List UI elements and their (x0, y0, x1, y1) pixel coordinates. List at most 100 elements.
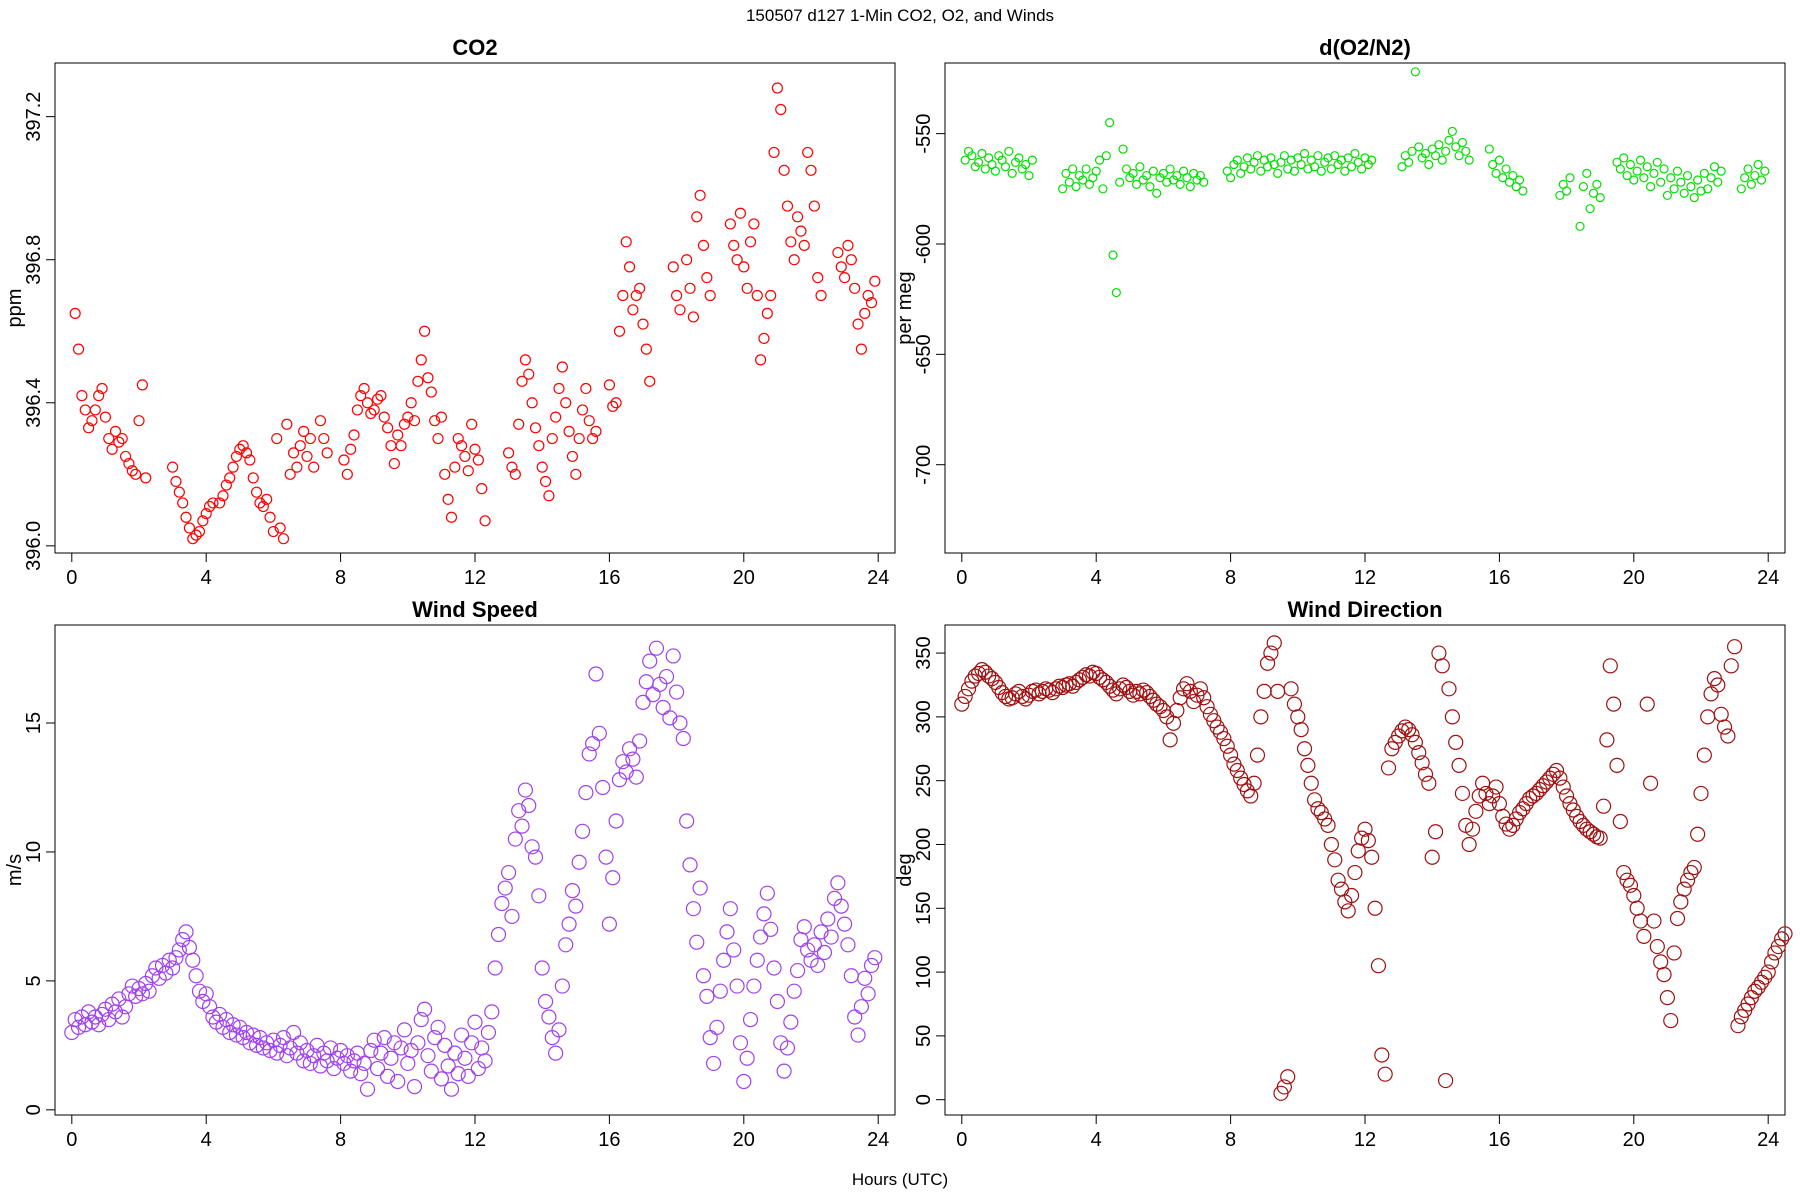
data-point (363, 1042, 379, 1059)
y-tick-label: 15 (23, 712, 45, 734)
data-point (845, 254, 857, 266)
data-point (1061, 168, 1071, 178)
data-point (225, 1017, 241, 1033)
x-tick-label: 8 (1225, 1129, 1236, 1151)
data-point (644, 375, 656, 387)
data-point (1444, 709, 1460, 725)
data-point (1357, 821, 1373, 837)
x-tick-label: 0 (956, 567, 967, 589)
data-point (1447, 126, 1457, 137)
data-point (628, 769, 644, 785)
data-point (1216, 730, 1232, 747)
data-point (1323, 836, 1340, 853)
data-point (1720, 728, 1736, 744)
data-point (566, 450, 579, 463)
data-point (267, 525, 279, 538)
data-point (469, 443, 481, 455)
data-point (1420, 148, 1431, 159)
data-point (1656, 177, 1666, 187)
data-point (450, 1066, 466, 1082)
data-point (415, 354, 427, 366)
data-point (729, 978, 745, 994)
data-point (791, 211, 804, 223)
data-point (1367, 155, 1377, 165)
data-point (551, 1022, 567, 1038)
y-tick-label: 300 (913, 700, 935, 733)
data-point (1330, 872, 1346, 888)
data-point (618, 764, 634, 780)
data-point (410, 1035, 426, 1051)
data-point (284, 468, 296, 480)
data-point (480, 1024, 497, 1041)
data-point (1595, 193, 1605, 203)
data-point (1756, 175, 1767, 185)
data-point (617, 289, 629, 302)
data-point (1286, 696, 1303, 712)
x-tick-label: 16 (1488, 1129, 1510, 1151)
data-point (957, 688, 973, 705)
data-point (1753, 159, 1763, 170)
data-point (341, 468, 353, 480)
data-point (1370, 958, 1387, 974)
data-point (279, 1048, 295, 1064)
data-point (1602, 658, 1618, 674)
data-point (1558, 788, 1575, 804)
data-point (422, 372, 434, 384)
data-point (534, 960, 550, 976)
data-point (382, 422, 394, 434)
data-point (1723, 658, 1739, 674)
data-point (1014, 688, 1030, 705)
data-point (1253, 709, 1269, 725)
data-point (1609, 757, 1625, 773)
data-point (682, 857, 698, 873)
data-point (1209, 719, 1225, 735)
data-point (726, 942, 742, 958)
data-point (109, 425, 122, 437)
data-point (1619, 872, 1635, 888)
data-point (1679, 188, 1689, 198)
data-point (1464, 155, 1474, 165)
data-point (406, 1079, 423, 1095)
data-point (731, 254, 743, 266)
data-point (1061, 676, 1077, 692)
data-point (1310, 801, 1326, 817)
data-point (546, 432, 558, 445)
data-point (368, 404, 380, 416)
data-point (695, 968, 712, 984)
data-point (991, 679, 1007, 696)
data-point (1350, 148, 1360, 159)
data-point (645, 687, 661, 703)
data-point (183, 522, 195, 534)
data-point (395, 440, 407, 452)
data-point (1421, 775, 1437, 791)
data-point (625, 751, 641, 767)
data-point (136, 379, 148, 391)
data-point (516, 375, 528, 387)
data-point (1464, 821, 1481, 837)
data-point (1182, 173, 1192, 183)
data-point (1347, 864, 1363, 881)
data-point (598, 849, 614, 865)
data-point (1703, 184, 1713, 194)
data-point (1710, 677, 1726, 693)
chart-title: CO2 (452, 35, 497, 60)
data-point (429, 415, 441, 427)
data-point (739, 1050, 755, 1066)
data-point (464, 1035, 480, 1051)
data-point (756, 906, 772, 922)
data-point (220, 479, 232, 491)
data-point (830, 875, 846, 891)
data-point (744, 236, 757, 248)
data-point (1448, 734, 1464, 750)
data-point (1693, 175, 1703, 185)
data-point (1263, 645, 1279, 661)
data-point (1343, 887, 1360, 904)
data-point (1078, 175, 1088, 185)
data-point (1632, 166, 1642, 176)
data-point (754, 354, 767, 366)
data-point (173, 486, 185, 498)
data-point (76, 390, 88, 402)
data-point (1374, 1047, 1390, 1063)
x-tick-label: 8 (335, 1129, 346, 1151)
data-point (242, 1035, 258, 1051)
